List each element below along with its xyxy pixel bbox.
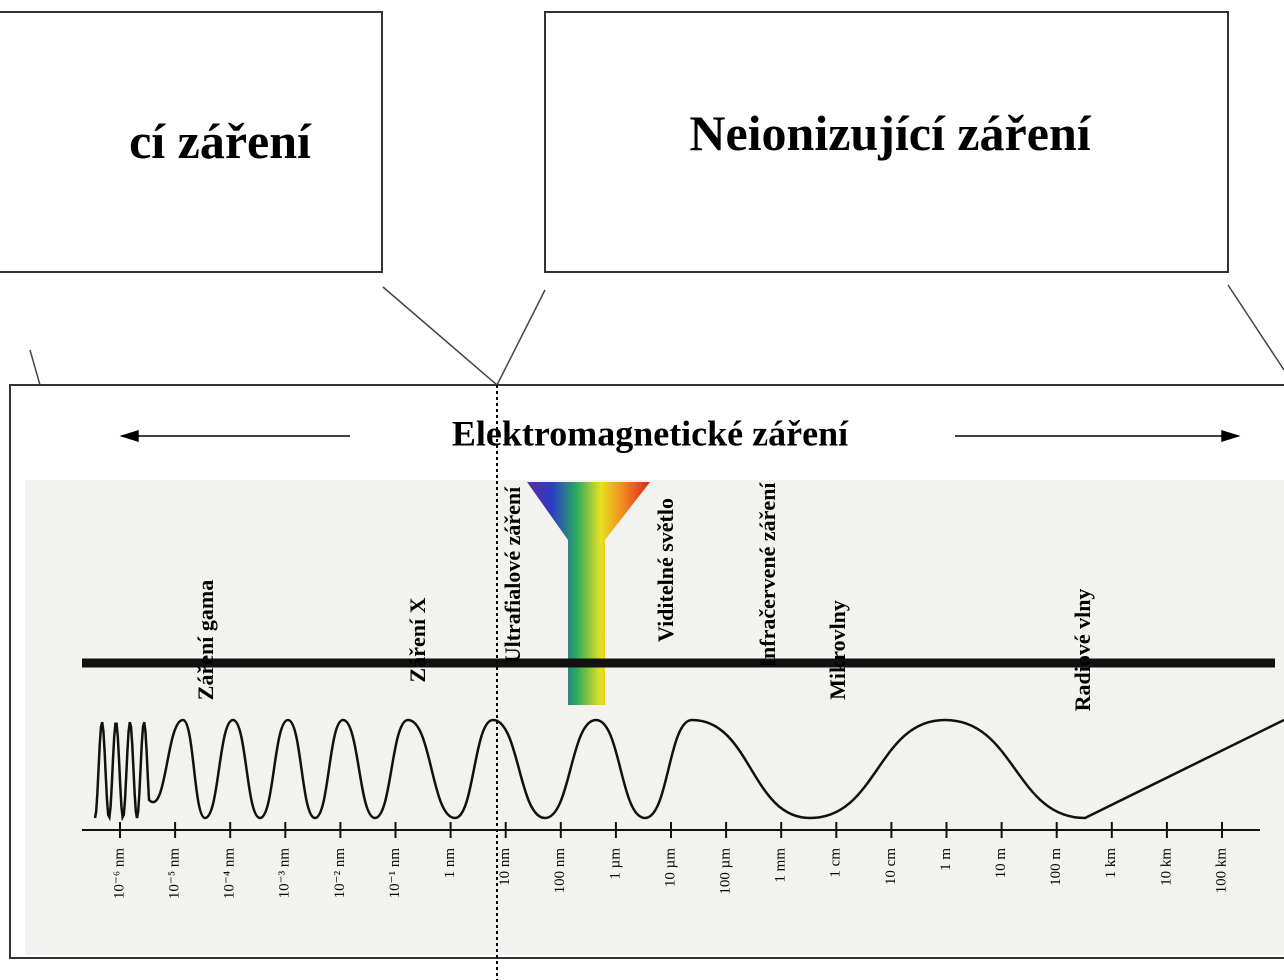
visible-spectrum	[527, 482, 650, 705]
scale-label: 100 µm	[718, 848, 734, 895]
scale-label: 10⁻¹ nm	[387, 848, 403, 899]
scale-label: 100 nm	[552, 848, 568, 894]
scale-label: 10 nm	[497, 848, 513, 886]
band-label: Záření gama	[193, 580, 218, 700]
band-label: Viditelné světlo	[653, 498, 678, 642]
scale-label: 10⁻⁶ nm	[111, 848, 127, 899]
scale-label: 10 m	[993, 848, 1009, 879]
scale-label: 1 cm	[828, 848, 844, 878]
right-box	[544, 11, 1229, 273]
band-label: Mikrovlny	[825, 600, 850, 700]
scale-label: 10⁻⁵ nm	[167, 848, 183, 899]
wave	[93, 718, 1284, 822]
title-arrow	[119, 429, 1241, 443]
scale-label: 10⁻² nm	[332, 848, 348, 899]
right-box-title: Neionizující záření	[689, 105, 1091, 161]
left-box	[0, 11, 383, 273]
scale-label: 100 km	[1213, 848, 1229, 894]
scale-label: 10⁻⁴ nm	[222, 848, 238, 899]
scale-label: 10 cm	[883, 848, 899, 885]
scale-label: 1 m	[938, 848, 954, 871]
main-title: Elektromagnetické záření	[452, 413, 849, 453]
connectors	[29, 284, 1284, 386]
band-label: Záření X	[405, 597, 430, 682]
scale-label: 100 m	[1048, 848, 1064, 886]
scale-label: 1 nm	[442, 848, 458, 879]
band-label: Radiové vlny	[1070, 589, 1095, 712]
scale-label: 1 mm	[773, 848, 789, 883]
scale-label: 10 km	[1158, 848, 1174, 886]
diagram-background	[25, 480, 1284, 955]
band-label: Infračervené záření	[755, 482, 780, 668]
scale-label: 1 µm	[607, 848, 623, 880]
band-label: Ultrafialové záření	[500, 486, 525, 663]
scale-label: 10⁻³ nm	[277, 848, 293, 899]
left-box-title: cí záření	[129, 113, 312, 169]
scale-label: 1 km	[1103, 848, 1119, 879]
scale-label: 10 µm	[662, 848, 678, 887]
